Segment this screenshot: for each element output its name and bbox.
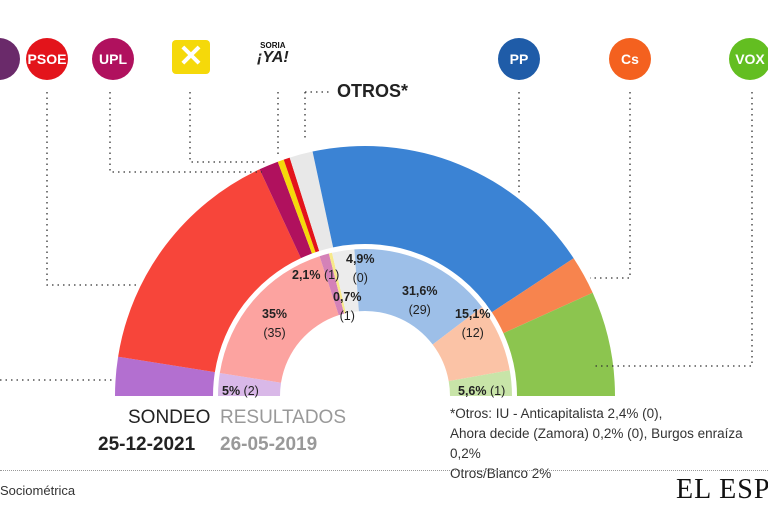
vox-logo-text: VOX — [735, 51, 765, 67]
resultados-label: RESULTADOS — [220, 407, 346, 428]
inner-seats: (12) — [461, 326, 484, 340]
outer-ring — [115, 146, 615, 396]
slice-otros- — [289, 151, 334, 252]
inner-ring — [218, 249, 512, 396]
pp-logo-text: PP — [509, 51, 529, 67]
inner-pct: 5,6% — [458, 384, 487, 398]
brand-logo: EL ESP — [676, 474, 768, 505]
cs-logo-text: Cs — [621, 51, 639, 67]
inner-pct: 0,7% — [333, 290, 362, 304]
leader-porav — [189, 92, 268, 163]
inner-label: 15,1% (12) — [455, 305, 490, 343]
upl-logo: UPL — [92, 38, 134, 80]
inner-seats: (2) — [240, 384, 259, 398]
otros-label: OTROS* — [337, 81, 409, 101]
soria-logo-small: SORIA — [260, 41, 286, 50]
slice-podemos — [115, 356, 215, 396]
footnote: *Otros: IU - Anticapitalista 2,4% (0), A… — [450, 404, 768, 484]
sondeo-date: 25-12-2021 — [98, 434, 196, 455]
inner-seats: (35) — [263, 326, 286, 340]
inner-seats: (1) — [486, 384, 506, 398]
inner-label: 5,6% (1) — [458, 382, 505, 401]
slice-pp — [354, 249, 482, 345]
footnote-line: Ahora decide (Zamora) 0,2% (0), Burgos e… — [450, 426, 743, 461]
inner-seats: (29) — [408, 303, 431, 317]
inner-pct: 31,6% — [402, 284, 438, 298]
slice-vox — [448, 370, 512, 396]
slice-cs — [432, 307, 510, 382]
leader-cs — [590, 92, 631, 279]
leader-upl — [109, 92, 262, 173]
slice-otros- — [332, 249, 359, 314]
slice-soria-ya- — [283, 157, 320, 253]
inner-label: 4,9% (0) — [346, 250, 375, 288]
inner-pct: 15,1% — [455, 307, 491, 321]
slice-podemos — [218, 373, 282, 396]
slice-upl — [319, 253, 345, 316]
slice-psoe — [219, 256, 339, 383]
soria-logo-text: ¡YA! — [257, 49, 289, 66]
leader-vox — [595, 92, 753, 367]
inner-label: 35% (35) — [262, 305, 287, 343]
slice-cs — [491, 258, 593, 334]
inner-seats: (0) — [352, 271, 368, 285]
psoe-logo-text: PSOE — [27, 51, 67, 67]
inner-label: 5% (2) — [222, 382, 259, 401]
leader-otros — [304, 91, 330, 140]
leader-lines — [0, 91, 753, 381]
psoe-logo: PSOE — [26, 38, 68, 80]
podemos-logo — [0, 38, 20, 80]
footnote-line: Otros/Blanco 2% — [450, 466, 552, 481]
sondeo-label: SONDEO — [128, 407, 211, 428]
soria-ya-logo: SORIA ¡YA! — [257, 40, 289, 66]
footnote-line: *Otros: IU - Anticapitalista 2,4% (0), — [450, 406, 663, 421]
inner-pct: 5% — [222, 384, 241, 398]
inner-seats: (1) — [339, 309, 355, 323]
upl-logo-text: UPL — [99, 51, 127, 67]
inner-seats: (1) — [320, 268, 340, 282]
cs-logo: Cs — [609, 38, 651, 80]
source: Sociométrica — [0, 483, 76, 498]
slice-por-vila — [328, 252, 346, 314]
slice-psoe — [118, 169, 301, 373]
inner-label: 0,7% (1) — [333, 288, 362, 326]
por-avila-logo: ✕ — [172, 40, 210, 74]
inner-pct: 4,9% — [346, 252, 375, 266]
inner-label: 31,6% (29) — [402, 282, 437, 320]
inner-pct: 2,1% — [292, 268, 321, 282]
resultados-date: 26-05-2019 — [220, 434, 318, 455]
slice-pp — [312, 146, 574, 313]
inner-pct: 35% — [262, 307, 288, 321]
slice-vox — [503, 292, 615, 396]
leader-psoe — [46, 92, 140, 286]
inner-label: 2,1% (1) — [292, 266, 339, 285]
footer-divider — [0, 470, 768, 471]
slice-upl — [259, 161, 312, 259]
slice-por-vila — [277, 159, 316, 254]
pp-logo: PP — [498, 38, 540, 80]
vox-logo: VOX — [729, 38, 768, 80]
